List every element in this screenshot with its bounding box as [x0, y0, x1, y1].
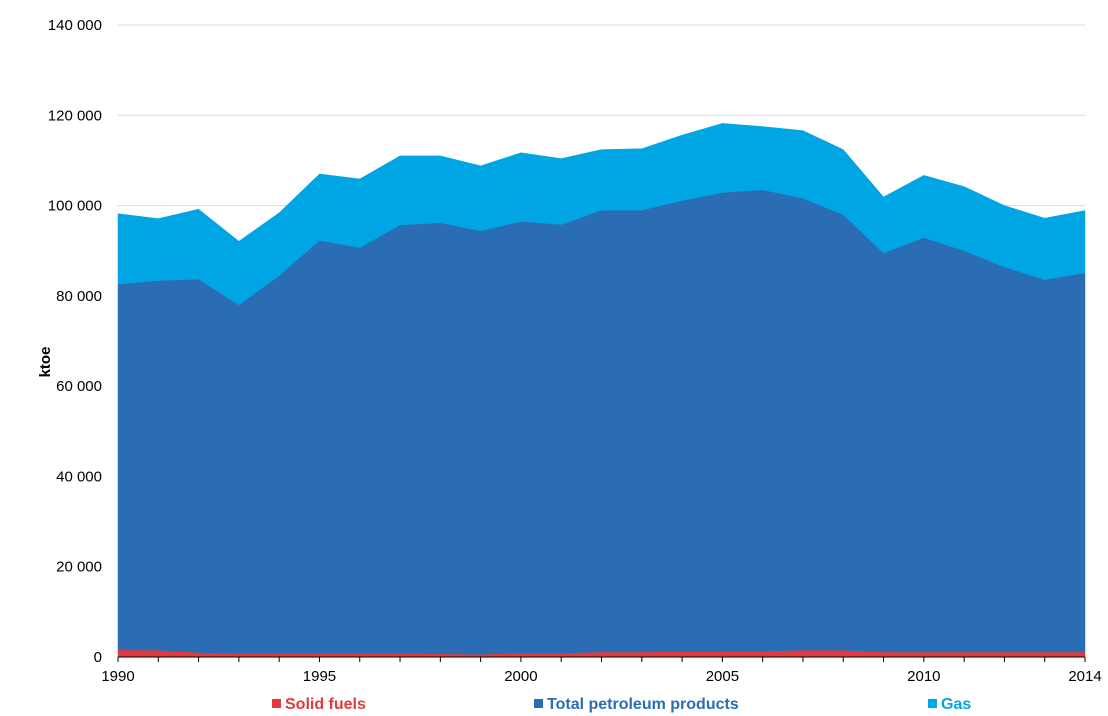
legend-swatch: [272, 699, 281, 708]
y-tick-label: 140 000: [48, 17, 102, 34]
x-tick-label: 2014: [1068, 668, 1101, 685]
x-tick-label: 1990: [101, 668, 134, 685]
x-tick-label: 2000: [504, 668, 537, 685]
y-tick-label: 60 000: [56, 378, 102, 395]
area-series: [117, 123, 1086, 658]
y-tick-label: 80 000: [56, 288, 102, 305]
legend-label: Solid fuels: [285, 696, 366, 713]
x-axis: 1990 1995 2000 2005 2010 2014: [101, 656, 1102, 685]
y-tick-label: 100 000: [48, 198, 102, 215]
y-tick-label: 20 000: [56, 559, 102, 576]
y-tick-label: 120 000: [48, 107, 102, 124]
x-tick-label: 2010: [907, 668, 940, 685]
y-axis-ticks: 0 20 000 40 000 60 000 80 000 100 000 120 000 1…: [48, 17, 102, 666]
legend: Solid fuels Total petroleum products Gas: [272, 696, 971, 713]
legend-swatch: [534, 699, 543, 708]
y-tick-label: 0: [94, 649, 102, 666]
x-tick-label: 2005: [706, 668, 739, 685]
y-axis-label: ktoe: [37, 347, 54, 378]
area-gas: [117, 123, 1086, 306]
legend-label: Gas: [941, 696, 971, 713]
legend-swatch: [928, 699, 937, 708]
legend-label: Total petroleum products: [547, 696, 739, 713]
x-tick-label: 1995: [303, 668, 336, 685]
y-tick-label: 40 000: [56, 468, 102, 485]
